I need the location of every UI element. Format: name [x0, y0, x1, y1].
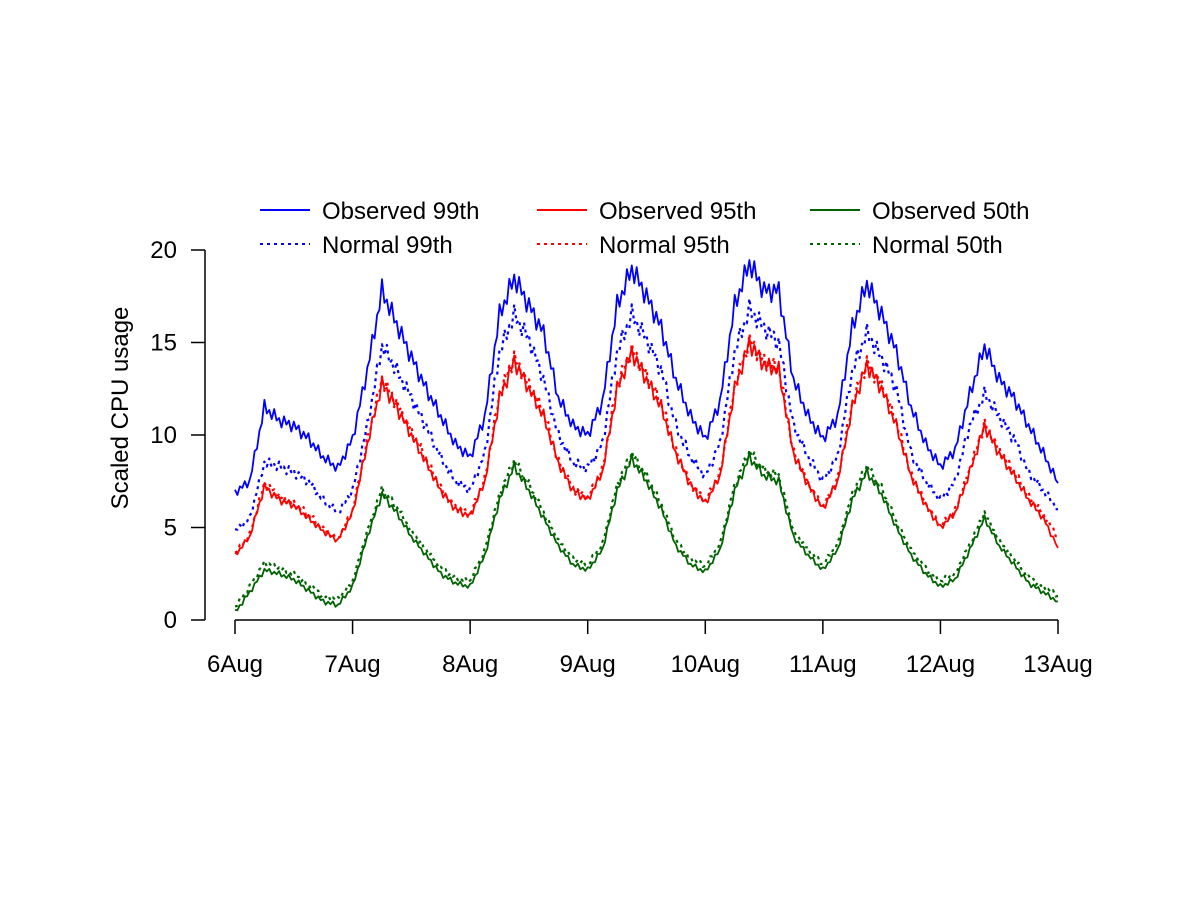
legend-item: Observed 50th: [810, 198, 1029, 225]
legend-label: Normal 95th: [599, 232, 730, 259]
y-tick-label: 5: [164, 515, 177, 542]
legend-label: Normal 50th: [872, 232, 1003, 259]
y-tick-label: 0: [164, 607, 177, 634]
legend-item: Normal 95th: [537, 232, 730, 259]
y-tick-label: 10: [150, 422, 177, 449]
y-axis-title: Scaled CPU usage: [107, 307, 134, 510]
x-tick-label: 10Aug: [671, 651, 740, 678]
legend-item: Observed 95th: [537, 198, 756, 225]
legend-label: Observed 50th: [872, 198, 1029, 225]
x-tick-label: 6Aug: [207, 651, 263, 678]
legend-item: Normal 50th: [810, 232, 1003, 259]
legend-label: Normal 99th: [322, 232, 453, 259]
series-line: [234, 451, 1059, 612]
y-tick-label: 15: [150, 330, 177, 357]
y-tick-label: 20: [150, 237, 177, 264]
y-ticks: 0 5 10 15 20: [150, 237, 205, 634]
x-tick-label: 9Aug: [560, 651, 616, 678]
series-line: [234, 336, 1059, 556]
legend-label: Observed 95th: [599, 198, 756, 225]
series-observed-95th: [234, 336, 1059, 556]
series-observed-50th: [234, 451, 1059, 612]
x-ticks: 6Aug 7Aug 8Aug 9Aug 10Aug 11Aug 12Aug 13Aug: [207, 620, 1093, 678]
legend-label: Observed 99th: [322, 198, 479, 225]
x-tick-label: 11Aug: [789, 651, 857, 678]
axes-layer: 0 5 10 15 20 6Aug 7Aug 8Aug 9Aug 10Aug 11Aug 12Aug…: [107, 237, 1093, 678]
legend-item: Normal 99th: [260, 232, 453, 259]
series-observed-99th: [234, 259, 1059, 496]
series-line: [234, 259, 1059, 496]
x-tick-label: 12Aug: [906, 651, 975, 678]
series-layer: [234, 259, 1059, 612]
legend-item: Observed 99th: [260, 198, 479, 225]
x-tick-label: 8Aug: [442, 651, 498, 678]
x-tick-label: 13Aug: [1023, 651, 1092, 678]
legend: Observed 99th Observed 95th Observed 50th N…: [260, 198, 1029, 259]
x-tick-label: 7Aug: [325, 651, 381, 678]
